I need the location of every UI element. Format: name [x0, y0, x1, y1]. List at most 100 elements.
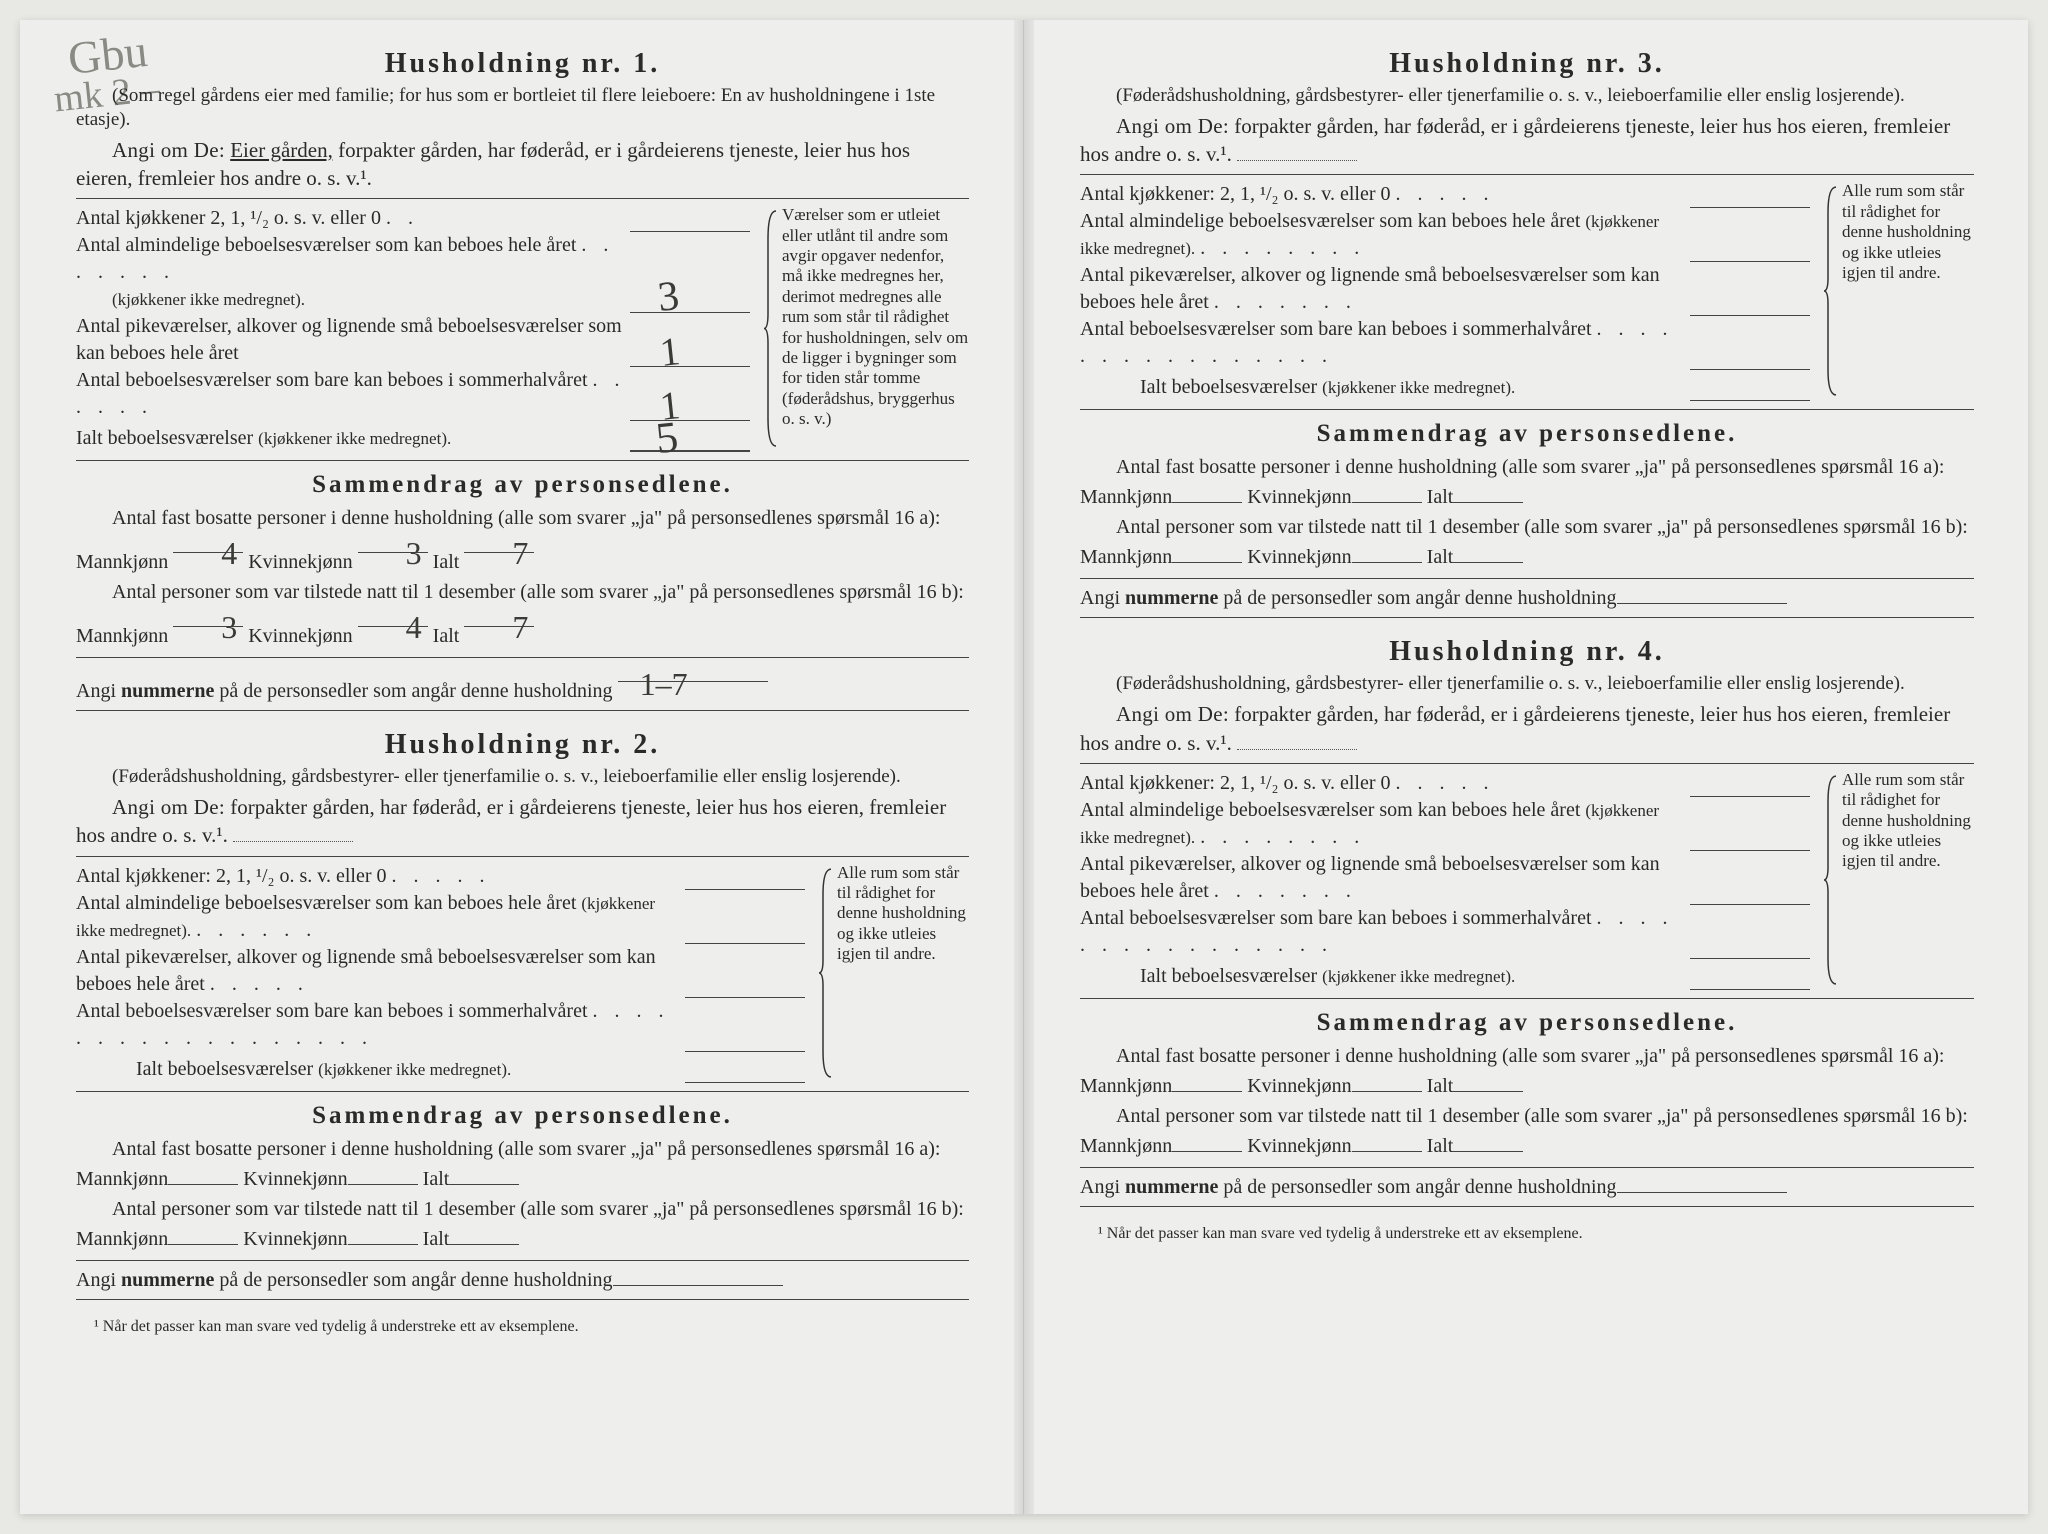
brace-icon: [819, 867, 833, 1079]
ordinary-value: [1690, 829, 1810, 851]
total-label: Ialt beboelsesværelser (kjøkkener ikke m…: [76, 425, 630, 452]
rooms-main: Antal kjøkkener: 2, 1, ¹/₂ o. s. v. elle…: [1080, 181, 1810, 401]
summer-value: 1: [630, 399, 750, 421]
rooms-block: Antal kjøkkener 2, 1, ¹/₂ o. s. v. eller…: [76, 198, 969, 461]
maid-value: [1690, 883, 1810, 905]
household-title: Husholdning nr. 4.: [1080, 636, 1974, 668]
slot-b-k: [1352, 1132, 1422, 1152]
slot-a-m: 4: [173, 533, 243, 553]
summary-block: Antal fast bosatte personer i denne hush…: [76, 1134, 969, 1300]
kitchen-label: Antal kjøkkener: 2, 1, ¹/₂ o. s. v. elle…: [76, 863, 685, 890]
maid-value: [1690, 294, 1810, 316]
summary-line-a: Antal fast bosatte personer i denne hush…: [1080, 1041, 1974, 1101]
slot-b-t: [1453, 1132, 1523, 1152]
slot-b-k: [1352, 543, 1422, 563]
slot-a-k: [1352, 1072, 1422, 1092]
slot-a-k: [1352, 483, 1422, 503]
slot-a-k: 3: [358, 533, 428, 553]
brace-icon: [1824, 185, 1838, 397]
household-1: Husholdning nr. 1. (Som regel gårdens ei…: [76, 48, 969, 711]
kitchen-label: Antal kjøkkener: 2, 1, ¹/₂ o. s. v. elle…: [1080, 770, 1690, 797]
kitchen-value: [1690, 186, 1810, 208]
angi-numbers: Angi nummerne på de personsedler som ang…: [76, 1260, 969, 1300]
summary-block: Antal fast bosatte personer i denne hush…: [1080, 1041, 1974, 1207]
total-label: Ialt beboelsesværelser (kjøkkener ikke m…: [1080, 374, 1690, 401]
summer-value: [685, 1030, 805, 1052]
household-subnote: (Føderådshusholdning, gårdsbestyrer- ell…: [76, 765, 969, 789]
slot-a-m: [168, 1165, 238, 1185]
slot-b-k: [348, 1225, 418, 1245]
slot-a-t: [1453, 483, 1523, 503]
slot-numbers: [1617, 584, 1787, 604]
angi-line: Angi om De: forpakter gården, har føderå…: [1080, 700, 1974, 757]
angi-prefix: Angi om De:: [1116, 114, 1229, 138]
rooms-block: Antal kjøkkener: 2, 1, ¹/₂ o. s. v. elle…: [1080, 763, 1974, 999]
slot-a-m: [1172, 1072, 1242, 1092]
angi-numbers: Angi nummerne på de personsedler som ang…: [76, 657, 969, 711]
household-subnote: (Føderådshusholdning, gårdsbestyrer- ell…: [1080, 672, 1974, 696]
household-2: Husholdning nr. 2. (Føderådshusholdning,…: [76, 729, 969, 1299]
summer-value: [1690, 937, 1810, 959]
total-value: 5: [630, 430, 750, 452]
slot-numbers: [1617, 1173, 1787, 1193]
total-label: Ialt beboelsesværelser (kjøkkener ikke m…: [1080, 963, 1690, 990]
ordinary-value: 3: [630, 291, 750, 313]
household-4: Husholdning nr. 4. (Føderådshusholdning,…: [1080, 636, 1974, 1206]
summary-line-b: Antal personer som var tilstede natt til…: [76, 577, 969, 651]
slot-b-m: [1172, 1132, 1242, 1152]
slot-b-k: 4: [358, 607, 428, 627]
brace-icon: [764, 209, 778, 448]
household-subnote: (Som regel gårdens eier med familie; for…: [76, 84, 969, 132]
slot-a-t: [1453, 1072, 1523, 1092]
angi-prefix: Angi om De:: [112, 138, 225, 162]
rooms-side-note: Alle rum som står til rådighet for denne…: [1824, 181, 1974, 401]
slot-a-m: [1172, 483, 1242, 503]
rooms-side-note: Værelser som er utleiet eller utlånt til…: [764, 205, 969, 452]
summary-line-a: Antal fast bosatte personer i denne hush…: [76, 503, 969, 577]
total-label: Ialt beboelsesværelser (kjøkkener ikke m…: [76, 1056, 685, 1083]
census-form-sheet: Gbu mk 2 – Husholdning nr. 1. (Som regel…: [20, 20, 2028, 1514]
household-title: Husholdning nr. 2.: [76, 729, 969, 761]
rooms-block: Antal kjøkkener: 2, 1, ¹/₂ o. s. v. elle…: [76, 856, 969, 1092]
slot-b-t: 7: [464, 607, 534, 627]
summary-line-a: Antal fast bosatte personer i denne hush…: [1080, 452, 1974, 512]
kitchen-label: Antal kjøkkener: 2, 1, ¹/₂ o. s. v. elle…: [1080, 181, 1690, 208]
brace-icon: [1824, 774, 1838, 986]
kitchen-value: [1690, 775, 1810, 797]
summary-line-b: Antal personer som var tilstede natt til…: [1080, 1101, 1974, 1161]
slot-numbers: 1–7: [618, 662, 768, 682]
household-3: Husholdning nr. 3. (Føderådshusholdning,…: [1080, 48, 1974, 618]
summary-title: Sammendrag av personsedlene.: [76, 471, 969, 499]
angi-line: Angi om De: Eier gården, forpakter gårde…: [76, 136, 969, 193]
slot-b-m: 3: [173, 607, 243, 627]
summary-line-a: Antal fast bosatte personer i denne hush…: [76, 1134, 969, 1194]
angi-prefix: Angi om De:: [112, 795, 225, 819]
slot-a-k: [348, 1165, 418, 1185]
total-value: [685, 1061, 805, 1083]
footnote: ¹ Når det passer kan man svare ved tydel…: [76, 1318, 969, 1336]
maid-value: [685, 976, 805, 998]
ordinary-label: Antal almindelige beboelsesværelser som …: [76, 232, 630, 313]
rooms-block: Antal kjøkkener: 2, 1, ¹/₂ o. s. v. elle…: [1080, 174, 1974, 410]
summer-label: Antal beboelsesværelser som bare kan beb…: [1080, 316, 1690, 370]
summer-label: Antal beboelsesværelser som bare kan beb…: [76, 998, 685, 1052]
rooms-main: Antal kjøkkener: 2, 1, ¹/₂ o. s. v. elle…: [76, 863, 805, 1083]
rooms-main: Antal kjøkkener: 2, 1, ¹/₂ o. s. v. elle…: [1080, 770, 1810, 990]
total-value: [1690, 379, 1810, 401]
household-title: Husholdning nr. 3.: [1080, 48, 1974, 80]
page-right: Husholdning nr. 3. (Føderådshusholdning,…: [1024, 20, 2028, 1514]
maid-value: 1: [630, 345, 750, 367]
slot-b-t: [449, 1225, 519, 1245]
slot-b-t: [1453, 543, 1523, 563]
angi-numbers: Angi nummerne på de personsedler som ang…: [1080, 578, 1974, 618]
kitchen-value: [630, 210, 750, 232]
angi-line: Angi om De: forpakter gården, har føderå…: [1080, 112, 1974, 169]
ordinary-label: Antal almindelige beboelsesværelser som …: [1080, 797, 1690, 851]
summary-title: Sammendrag av personsedlene.: [76, 1102, 969, 1130]
summary-line-b: Antal personer som var tilstede natt til…: [1080, 512, 1974, 572]
angi-underlined-option: Eier gården,: [230, 138, 333, 162]
summary-title: Sammendrag av personsedlene.: [1080, 1009, 1974, 1037]
household-subnote: (Føderådshusholdning, gårdsbestyrer- ell…: [1080, 84, 1974, 108]
angi-prefix: Angi om De:: [1116, 702, 1229, 726]
slot-b-m: [1172, 543, 1242, 563]
